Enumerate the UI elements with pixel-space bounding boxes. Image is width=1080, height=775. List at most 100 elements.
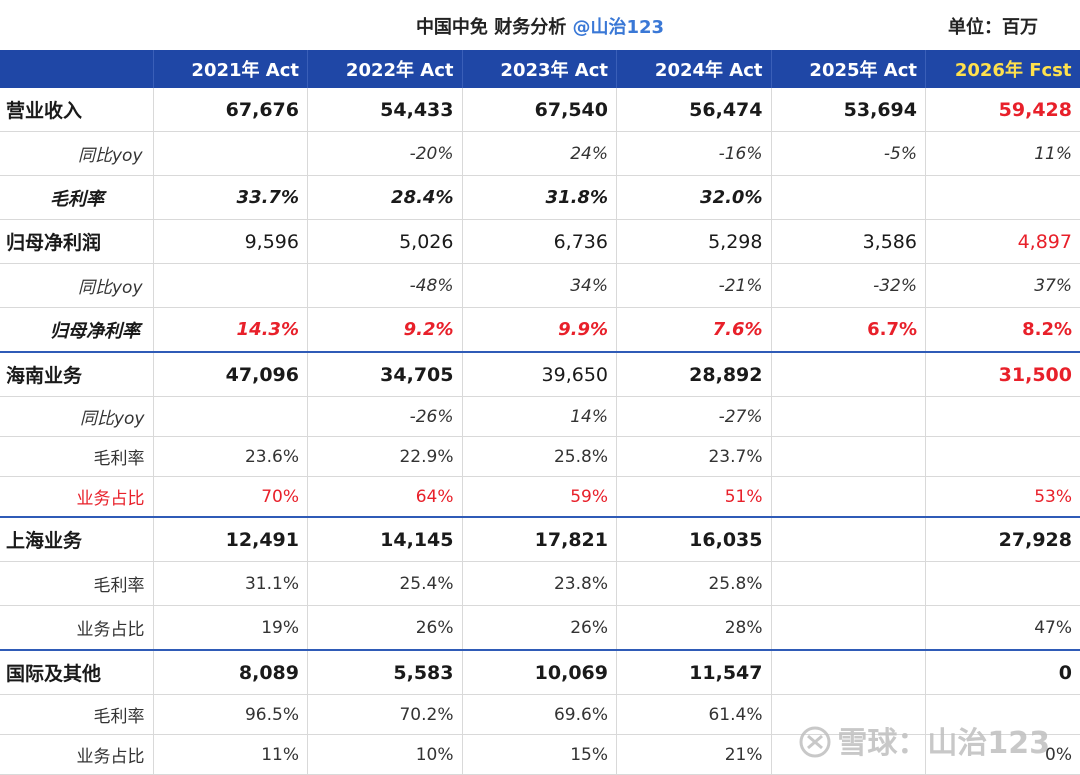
table-cell — [153, 397, 308, 437]
table-cell: 3,586 — [771, 220, 926, 264]
table-row-hainan-share: 业务占比 70% 64% 59% 51% 53% — [0, 477, 1080, 518]
table-cell: 10,069 — [462, 650, 617, 695]
column-header: 2023年 Act — [462, 50, 617, 88]
table-cell: 11,547 — [617, 650, 772, 695]
table-cell: -32% — [771, 264, 926, 308]
table-cell: 67,676 — [153, 88, 308, 132]
row-label: 海南业务 — [0, 352, 153, 397]
table-cell: 28.4% — [308, 176, 463, 220]
table-cell — [771, 437, 926, 477]
table-cell: 67,540 — [462, 88, 617, 132]
row-label: 营业收入 — [0, 88, 153, 132]
header-corner — [0, 50, 153, 88]
row-label: 同比yoy — [0, 397, 153, 437]
table-row-hainan-yoy: 同比yoy -26% 14% -27% — [0, 397, 1080, 437]
column-header: 2022年 Act — [308, 50, 463, 88]
table-cell — [771, 176, 926, 220]
table-cell: 9.2% — [308, 308, 463, 353]
table-cell: 51% — [617, 477, 772, 518]
row-label: 同比yoy — [0, 264, 153, 308]
row-label: 业务占比 — [0, 477, 153, 518]
table-cell: -5% — [771, 132, 926, 176]
table-cell: -27% — [617, 397, 772, 437]
table-cell: 14,145 — [308, 517, 463, 562]
row-label: 归母净利润 — [0, 220, 153, 264]
financial-table: 2021年 Act 2022年 Act 2023年 Act 2024年 Act … — [0, 50, 1080, 775]
table-cell — [926, 437, 1080, 477]
table-cell: 28,892 — [617, 352, 772, 397]
table-cell: 28% — [617, 606, 772, 651]
table-cell: 61.4% — [617, 695, 772, 735]
watermark: 雪球：山治123 — [799, 718, 1050, 762]
table-cell — [771, 477, 926, 518]
table-cell — [153, 264, 308, 308]
table-cell: 14% — [462, 397, 617, 437]
table-row-hainan: 海南业务 47,096 34,705 39,650 28,892 31,500 — [0, 352, 1080, 397]
table-cell-forecast: 0 — [926, 650, 1080, 695]
table-cell: 22.9% — [308, 437, 463, 477]
table-row-gross-margin: 毛利率 33.7% 28.4% 31.8% 32.0% — [0, 176, 1080, 220]
table-cell: 23.6% — [153, 437, 308, 477]
table-cell-forecast: 37% — [926, 264, 1080, 308]
table-cell: 10% — [308, 735, 463, 775]
table-cell-forecast: 31,500 — [926, 352, 1080, 397]
table-cell: 33.7% — [153, 176, 308, 220]
table-cell: 17,821 — [462, 517, 617, 562]
table-cell-forecast: 27,928 — [926, 517, 1080, 562]
author-handle: @山治123 — [572, 17, 664, 38]
row-label: 国际及其他 — [0, 650, 153, 695]
table-row-net-profit: 归母净利润 9,596 5,026 6,736 5,298 3,586 4,89… — [0, 220, 1080, 264]
table-cell: 23.8% — [462, 562, 617, 606]
row-label: 毛利率 — [0, 562, 153, 606]
table-cell: 8,089 — [153, 650, 308, 695]
table-cell: -26% — [308, 397, 463, 437]
table-cell: 53% — [926, 477, 1080, 518]
table-cell: 12,491 — [153, 517, 308, 562]
column-header: 2021年 Act — [153, 50, 308, 88]
table-cell — [771, 606, 926, 651]
table-cell-forecast: 11% — [926, 132, 1080, 176]
table-cell — [771, 650, 926, 695]
table-cell: 32.0% — [617, 176, 772, 220]
table-cell — [771, 517, 926, 562]
table-header-row: 2021年 Act 2022年 Act 2023年 Act 2024年 Act … — [0, 50, 1080, 88]
table-cell: 19% — [153, 606, 308, 651]
watermark-text: 雪球：山治123 — [837, 726, 1050, 761]
table-cell: 5,026 — [308, 220, 463, 264]
column-header-forecast: 2026年 Fcst — [926, 50, 1080, 88]
unit-label: 单位：百万 — [948, 13, 1038, 39]
table-row-net-margin: 归母净利率 14.3% 9.2% 9.9% 7.6% 6.7% 8.2% — [0, 308, 1080, 353]
table-cell: 64% — [308, 477, 463, 518]
table-row-net-profit-yoy: 同比yoy -48% 34% -21% -32% 37% — [0, 264, 1080, 308]
page-title: 中国中免 财务分析 @山治123 — [0, 13, 1080, 39]
title-main: 中国中免 财务分析 — [416, 17, 573, 38]
row-label: 归母净利率 — [0, 308, 153, 353]
row-label: 毛利率 — [0, 437, 153, 477]
table-cell: 47% — [926, 606, 1080, 651]
title-bar: 中国中免 财务分析 @山治123 单位：百万 — [0, 0, 1080, 50]
table-cell: 15% — [462, 735, 617, 775]
table-cell: 5,298 — [617, 220, 772, 264]
table-cell: 6.7% — [771, 308, 926, 353]
table-row-shanghai: 上海业务 12,491 14,145 17,821 16,035 27,928 — [0, 517, 1080, 562]
table-row-revenue-yoy: 同比yoy -20% 24% -16% -5% 11% — [0, 132, 1080, 176]
table-cell: 5,583 — [308, 650, 463, 695]
table-cell: 21% — [617, 735, 772, 775]
row-label: 上海业务 — [0, 517, 153, 562]
table-cell: 39,650 — [462, 352, 617, 397]
table-cell — [153, 132, 308, 176]
table-cell-forecast: 59,428 — [926, 88, 1080, 132]
table-cell: 9,596 — [153, 220, 308, 264]
table-cell: 24% — [462, 132, 617, 176]
table-cell: 11% — [153, 735, 308, 775]
table-cell: -16% — [617, 132, 772, 176]
table-row-shanghai-share: 业务占比 19% 26% 26% 28% 47% — [0, 606, 1080, 651]
table-cell — [926, 397, 1080, 437]
table-cell: 26% — [308, 606, 463, 651]
column-header: 2024年 Act — [617, 50, 772, 88]
table-cell: 25.4% — [308, 562, 463, 606]
table-cell-forecast: 8.2% — [926, 308, 1080, 353]
table-cell: 70% — [153, 477, 308, 518]
table-cell — [926, 562, 1080, 606]
table-cell — [771, 562, 926, 606]
